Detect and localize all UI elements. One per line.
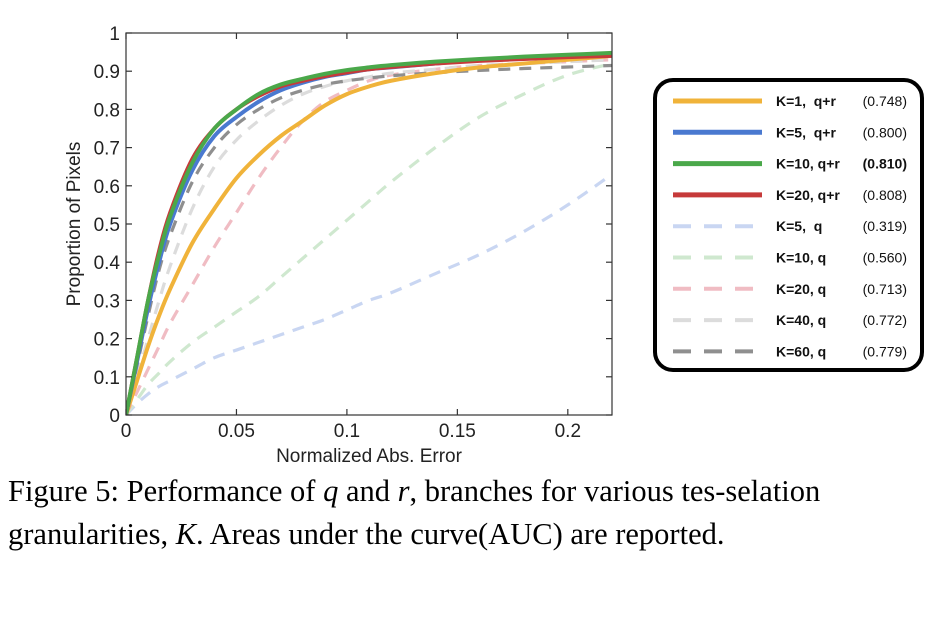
legend-series-name: K=20, q (776, 281, 826, 297)
legend-auc-value: (0.713) (863, 281, 907, 297)
y-tick-label: 0.9 (94, 62, 120, 83)
x-axis-title: Normalized Abs. Error (276, 446, 463, 467)
x-tick-label: 0 (121, 421, 132, 442)
legend-box (653, 78, 924, 372)
y-tick-label: 0.1 (94, 368, 120, 389)
line-chart: 0 0.05 0.1 0.15 0.2 0 0.1 0.2 0.3 0.4 0.5 0.6 0.7 0.8… (64, 24, 924, 467)
ticks-layer: 0 0.05 0.1 0.15 0.2 0 0.1 0.2 0.3 0.4 0.5 0.6 0.7 0.8… (94, 24, 612, 442)
legend-item: K=10, q+r (0.810) (673, 156, 907, 172)
legend-series-name: K=40, q (776, 312, 826, 328)
series-line-8 (126, 58, 612, 415)
y-tick-label: 0.8 (94, 100, 120, 121)
series-line-6 (126, 62, 612, 415)
legend-item: K=60, q (0.779) (673, 343, 907, 359)
legend-item: K=20, q (0.713) (673, 281, 907, 297)
legend-auc-value: (0.808) (863, 187, 907, 203)
legend-item: K=20, q+r (0.808) (673, 187, 907, 203)
series-layer (126, 50, 612, 415)
legend-series-name: K=5, q+r (776, 124, 836, 140)
legend-auc-value: (0.800) (863, 124, 907, 140)
series-line-5 (126, 173, 612, 415)
plot-frame (125, 32, 613, 416)
x-tick-label: 0.05 (218, 421, 255, 442)
legend-item: K=1, q+r (0.748) (673, 93, 907, 109)
figure-caption: Figure 5: Performance of q and r, branch… (8, 470, 932, 556)
legend-item: K=40, q (0.772) (673, 312, 907, 328)
caption-var-q: q (323, 474, 339, 508)
legend-auc-value: (0.779) (863, 343, 907, 359)
legend-series-name: K=10, q (776, 250, 826, 266)
y-tick-label: 0.3 (94, 291, 120, 312)
legend-series-name: K=20, q+r (776, 187, 840, 203)
legend-series-name: K=1, q+r (776, 93, 836, 109)
legend-series-name: K=10, q+r (776, 156, 840, 172)
x-tick-label: 0.1 (334, 421, 360, 442)
caption-label: Figure 5: (8, 474, 119, 508)
y-tick-label: 0 (109, 406, 120, 427)
series-line-1 (126, 53, 612, 415)
caption-var-r: r (397, 474, 410, 508)
legend-auc-value: (0.748) (863, 93, 907, 109)
legend-auc-value: (0.810) (863, 156, 907, 172)
series-line-3 (126, 50, 612, 415)
legend-item: K=10, q (0.560) (673, 250, 907, 266)
caption-text-1: Performance of (118, 474, 324, 508)
caption-text-3: , branches for various tes-selation gran… (8, 474, 821, 551)
x-tick-label: 0.2 (555, 421, 581, 442)
legend-auc-value: (0.560) (863, 250, 907, 266)
legend-auc-value: (0.319) (863, 218, 907, 234)
y-tick-label: 0.4 (94, 253, 121, 274)
y-tick-label: 0.2 (94, 330, 120, 351)
caption-text-4: . Areas under the curve(AUC) are reporte… (196, 517, 725, 551)
series-line-7 (126, 58, 612, 415)
series-line-9 (126, 63, 612, 415)
legend-series-name: K=60, q (776, 343, 826, 359)
y-tick-label: 0.6 (94, 177, 120, 198)
legend-auc-value: (0.772) (863, 312, 907, 328)
legend: K=1, q+r (0.748) K=5, q+r (0.800) K=10, q+r (… (653, 78, 924, 372)
y-axis-title: Proportion of Pixels (64, 142, 85, 307)
y-tick-label: 1 (109, 24, 120, 45)
legend-series-name: K=5, q (776, 218, 822, 234)
legend-item: K=5, q+r (0.800) (673, 124, 907, 140)
y-tick-label: 0.7 (94, 139, 120, 160)
caption-var-k: K (175, 517, 197, 551)
legend-item: K=5, q (0.319) (673, 218, 907, 234)
y-tick-label: 0.5 (94, 215, 120, 236)
caption-text-2: and (338, 474, 398, 508)
x-tick-label: 0.15 (439, 421, 476, 442)
